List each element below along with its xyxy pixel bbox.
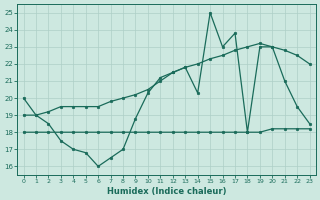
X-axis label: Humidex (Indice chaleur): Humidex (Indice chaleur) — [107, 187, 226, 196]
